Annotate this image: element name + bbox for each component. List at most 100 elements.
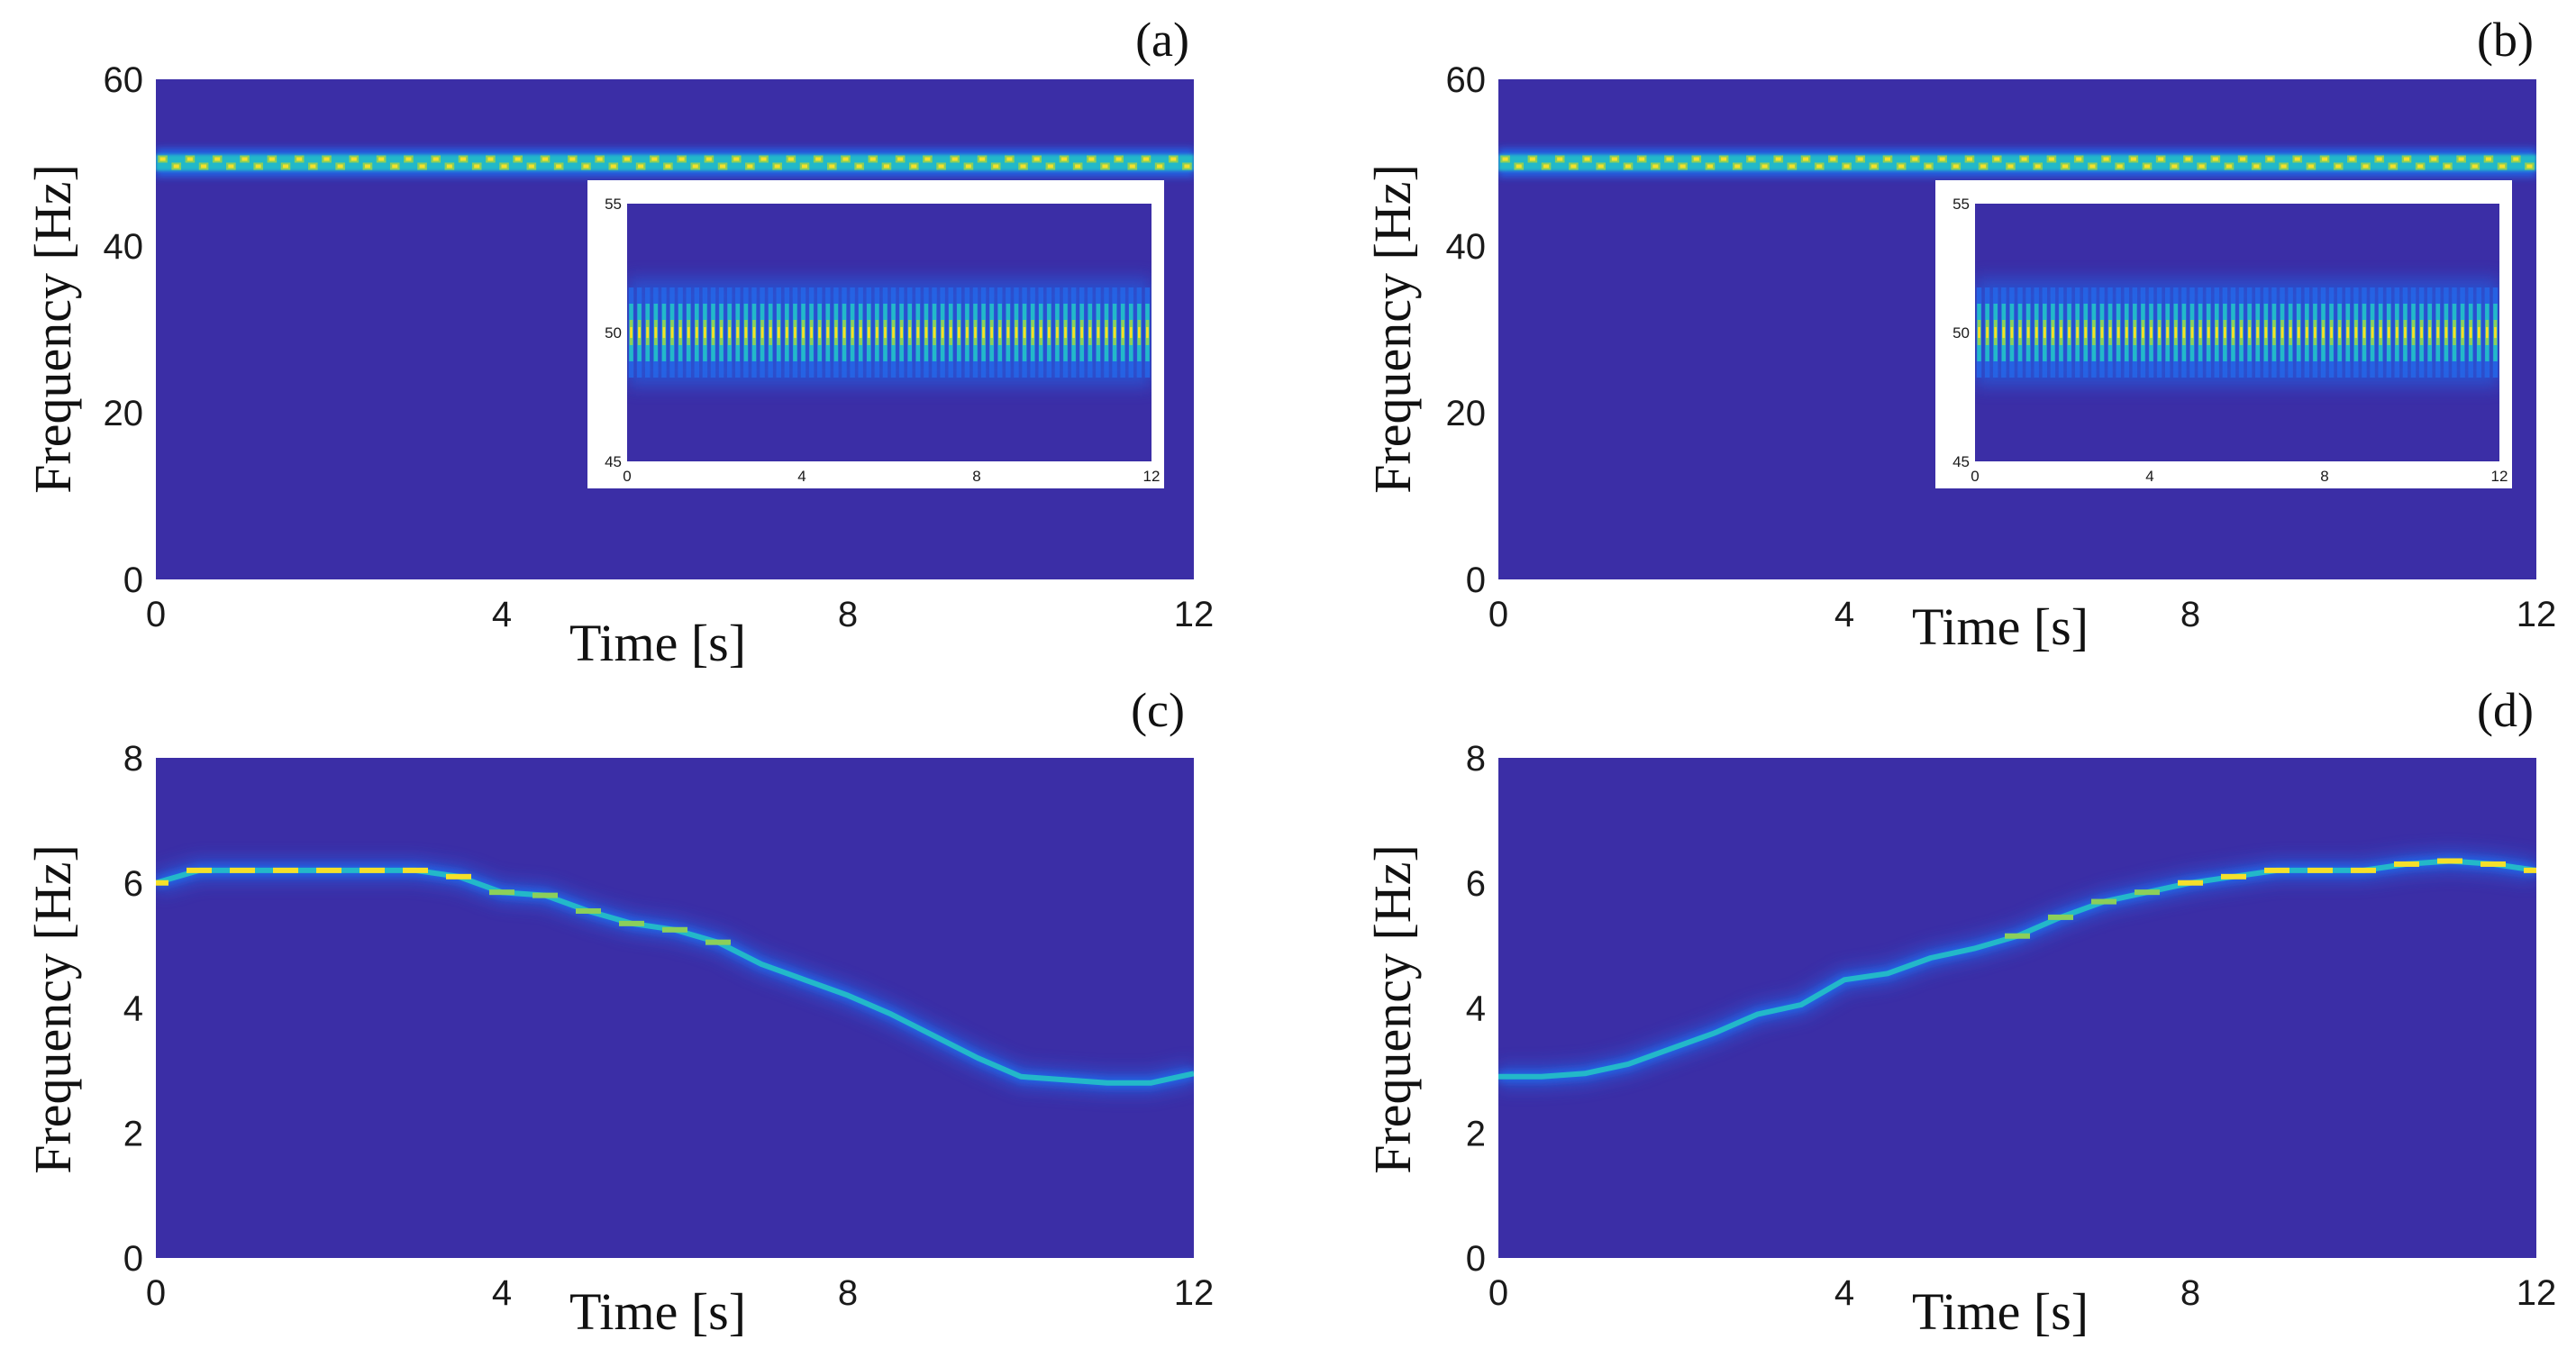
inset-stripe-peak [2395, 327, 2399, 338]
ridge-peak-cell [1898, 164, 1905, 169]
inset-zoom: 45 50 55 0 4 8 12 [1935, 180, 2512, 488]
ridge-peak-cell [1516, 164, 1522, 169]
ridge-peak-cell [2322, 157, 2328, 161]
inset-stripe-peak [818, 327, 822, 338]
inset-x-tick-label: 0 [1971, 468, 1979, 485]
inset-stripe-peak [1064, 327, 1067, 338]
inset-stripe-peak [736, 327, 740, 338]
inset-stripe-peak [2018, 327, 2022, 338]
x-tick-label: 12 [1174, 595, 1215, 634]
inset-stripe-peak [2223, 327, 2226, 338]
inset-stripe-peak [2444, 327, 2448, 338]
inset-stripe-peak [2289, 327, 2292, 338]
inset-y-tick-label: 55 [1952, 196, 1970, 213]
inset-stripe-peak [1113, 327, 1116, 338]
ridge-peak-cell [296, 157, 303, 161]
ridge-peak-cell [787, 157, 794, 161]
ridge-peak-cell [1761, 164, 1768, 169]
inset-stripe-peak [884, 327, 887, 338]
ridge-peak-cell [720, 164, 726, 169]
inset-stripe-peak [810, 327, 813, 338]
inset-stripe-peak [2330, 327, 2333, 338]
ridge-point [2264, 867, 2289, 873]
inset-stripe-peak [2232, 327, 2235, 338]
ridge-peak-cell [2076, 157, 2082, 161]
ridge-peak-cell [2485, 157, 2491, 161]
inset-x-tick-label: 4 [797, 468, 806, 485]
inset-stripe-peak [2322, 327, 2325, 338]
ridge-peak-cell [1994, 157, 2000, 161]
inset-stripe-peak [2116, 327, 2120, 338]
inset-stripe-peak [2142, 327, 2144, 338]
inset-y-tick-label: 50 [605, 324, 622, 342]
ridge-point [705, 939, 731, 945]
ridge-peak-cell [2185, 157, 2191, 161]
inset-stripe-peak [1129, 327, 1133, 338]
ridge-peak-cell [624, 157, 630, 161]
ridge-peak-cell [2513, 157, 2519, 161]
inset-stripe-peak [646, 327, 650, 338]
ridge-band [1498, 154, 2536, 171]
inset-stripe-peak [1072, 327, 1075, 338]
ridge-peak-cell [282, 164, 289, 169]
inset-stripe-peak [2043, 327, 2046, 338]
ridge-peak-cell [2431, 157, 2437, 161]
ridge-peak-cell [2376, 157, 2382, 161]
inset-stripe-peak [720, 327, 723, 338]
x-tick-label: 4 [1834, 595, 1854, 634]
ridge-peak-cell [2444, 164, 2451, 169]
inset-stripe-peak [2477, 327, 2480, 338]
inset-stripe-peak [2125, 327, 2128, 338]
ridge-point [2048, 914, 2073, 920]
ridge-peak-cell [1830, 157, 1836, 161]
y-tick-label: 0 [123, 561, 143, 600]
inset-stripe-peak [974, 327, 977, 338]
ridge-peak-cell [596, 157, 603, 161]
x-tick-label: 12 [1174, 1273, 1215, 1313]
inset-x-tick-label: 8 [972, 468, 980, 485]
inset-stripe-peak [687, 327, 690, 338]
inset-stripe-peak [2174, 327, 2178, 338]
ridge-peak-cell [1075, 164, 1081, 169]
panel-label: (d) [2477, 683, 2534, 737]
ridge-peak-cell [2499, 164, 2506, 169]
inset-stripe-peak [2150, 327, 2153, 338]
x-tick-label: 0 [1488, 595, 1508, 634]
x-tick-label: 8 [838, 1273, 858, 1313]
inset-stripe-peak [1994, 327, 1998, 338]
ridge-peak-cell [1666, 157, 1672, 161]
inset-stripe-peak [1097, 327, 1100, 338]
ridge-peak-cell [1734, 164, 1741, 169]
inset-stripe-peak [875, 327, 878, 338]
x-tick-label: 4 [492, 1273, 512, 1313]
inset-stripe-peak [933, 327, 936, 338]
ridge-peak-cell [255, 164, 261, 169]
ridge-peak-cell [815, 157, 822, 161]
inset-stripe-peak [842, 327, 846, 338]
ridge-peak-cell [2362, 164, 2369, 169]
plot-background [156, 758, 1194, 1258]
inset-stripe-peak [2379, 327, 2382, 338]
x-tick-label: 8 [838, 595, 858, 634]
ridge-peak-cell [1170, 157, 1177, 161]
inset-stripe-peak [695, 327, 698, 338]
inset-stripe-peak [785, 327, 788, 338]
ridge-point [2221, 873, 2246, 880]
y-tick-label: 20 [1446, 394, 1487, 433]
ridge-peak-cell [1543, 164, 1550, 169]
ridge-peak-cell [911, 164, 917, 169]
y-tick-label: 2 [123, 1114, 143, 1153]
inset-stripe-peak [1146, 327, 1149, 338]
ridge-peak-cell [474, 164, 480, 169]
ridge-peak-cell [569, 157, 576, 161]
ridge-peak-cell [1652, 164, 1659, 169]
ridge-point [489, 889, 514, 896]
inset-stripe-peak [2133, 327, 2136, 338]
y-tick-label: 40 [104, 227, 144, 267]
inset-x-tick-label: 12 [1143, 468, 1161, 485]
ridge-peak-cell [610, 164, 616, 169]
ridge-peak-cell [310, 164, 316, 169]
x-tick-label: 12 [2517, 1273, 2557, 1313]
inset-stripe-peak [2371, 327, 2374, 338]
ridge-peak-cell [556, 164, 562, 169]
